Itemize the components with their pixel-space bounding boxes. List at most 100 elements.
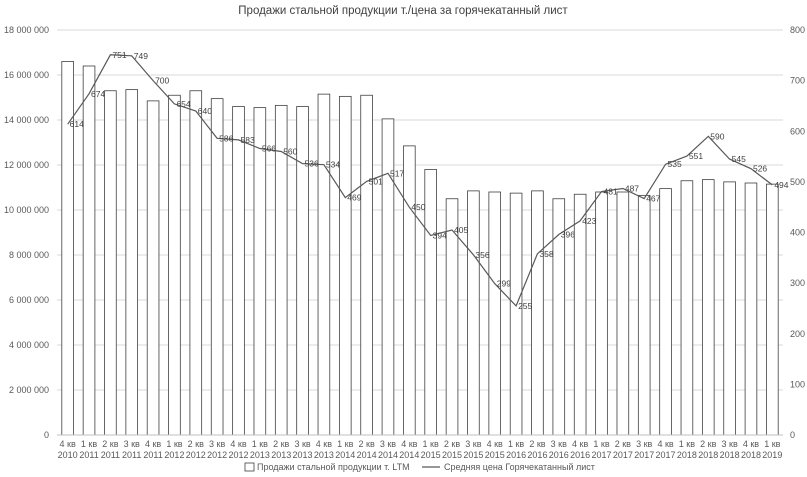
bar [168, 94, 181, 436]
bar [488, 191, 502, 436]
x-tick-quarter: 4 кв [657, 439, 673, 449]
x-tick-year: 2010 [58, 450, 78, 460]
left-tick-label: 6 000 000 [9, 295, 49, 305]
x-tick-quarter: 1 кв [337, 439, 353, 449]
x-tick-quarter: 4 кв [60, 439, 76, 449]
x-tick-year: 2016 [506, 450, 526, 460]
left-tick-label: 0 [44, 430, 49, 440]
bar [616, 191, 630, 436]
line-data-label: 560 [283, 147, 297, 157]
x-tick-year: 2014 [335, 450, 355, 460]
line-data-label: 749 [134, 51, 148, 61]
bar [104, 90, 117, 436]
x-tick-quarter: 3 кв [124, 439, 140, 449]
line-data-label: 566 [262, 143, 276, 153]
x-tick-year: 2013 [271, 450, 291, 460]
x-tick-quarter: 1 кв [252, 439, 268, 449]
x-tick-quarter: 1 кв [508, 439, 524, 449]
bar [296, 106, 309, 436]
line-data-label: 534 [326, 160, 340, 170]
line-data-label: 299 [497, 279, 511, 289]
x-tick-year: 2012 [186, 450, 206, 460]
x-tick-year: 2019 [762, 450, 782, 460]
right-tick-label: 400 [790, 228, 805, 238]
x-tick-quarter: 4 кв [230, 439, 246, 449]
legend-bar-swatch [244, 462, 255, 472]
line-data-label: 526 [753, 164, 767, 174]
x-tick-year: 2015 [421, 450, 441, 460]
x-tick-quarter: 2 кв [359, 439, 375, 449]
x-tick-quarter: 4 кв [572, 439, 588, 449]
left-tick-label: 18 000 000 [4, 25, 49, 35]
x-tick-year: 2018 [720, 450, 740, 460]
grid-lines [57, 29, 783, 436]
bar [424, 169, 437, 436]
x-tick-year: 2011 [122, 450, 141, 460]
x-tick-year: 2018 [677, 450, 697, 460]
right-tick-label: 500 [790, 177, 805, 187]
legend-bar-label: Продажи стальной продукции т. LTM [257, 462, 410, 472]
line-series [67, 54, 773, 307]
x-tick-year: 2016 [570, 450, 590, 460]
left-tick-label: 12 000 000 [4, 160, 49, 170]
bar [744, 182, 758, 436]
line-data-label: 583 [241, 135, 255, 145]
x-tick-quarter: 3 кв [209, 439, 225, 449]
line-data-label: 358 [539, 249, 553, 259]
line-data-label: 654 [176, 99, 190, 109]
x-tick-quarter: 1 кв [764, 439, 780, 449]
bar [210, 98, 224, 436]
left-y-axis: 0 2 000 000 4 000 000 6 000 000 8 000 000 10 … [4, 25, 49, 440]
chart-title: Продажи стальной продукции т./цена за го… [238, 5, 568, 17]
x-tick-quarter: 2 кв [444, 439, 460, 449]
line-data-label: 751 [112, 50, 126, 60]
line-data-label: 674 [91, 89, 105, 99]
x-tick-year: 2015 [442, 450, 462, 460]
x-tick-year: 2013 [314, 450, 334, 460]
x-tick-year: 2018 [741, 450, 761, 460]
right-tick-label: 200 [790, 329, 805, 339]
line-data-label: 481 [604, 186, 618, 196]
x-tick-quarter: 4 кв [401, 439, 417, 449]
bar [189, 90, 203, 436]
line-data-label: 450 [411, 202, 425, 212]
right-tick-label: 300 [790, 278, 805, 288]
bar [360, 94, 373, 436]
x-tick-quarter: 4 кв [487, 439, 503, 449]
right-tick-label: 0 [790, 430, 795, 440]
x-tick-quarter: 3 кв [636, 439, 652, 449]
right-tick-label: 600 [790, 126, 805, 136]
right-tick-label: 800 [790, 25, 805, 35]
x-tick-quarter: 3 кв [294, 439, 310, 449]
line-data-labels: 614 674 751 749 700 654 640 586 583 566 560 536 534 4… [70, 50, 789, 311]
x-tick-quarter: 4 кв [145, 439, 161, 449]
bar [403, 145, 416, 436]
line-data-label: 423 [582, 216, 596, 226]
line-data-label: 545 [732, 154, 746, 164]
line-data-label: 396 [561, 230, 575, 240]
x-tick-quarter: 1 кв [166, 439, 182, 449]
bar [701, 179, 715, 436]
legend-line-label: Средняя цена Горячекатанный лист [444, 462, 595, 472]
x-tick-quarter: 2 кв [188, 439, 204, 449]
bar [125, 89, 139, 436]
left-tick-label: 8 000 000 [9, 250, 49, 260]
legend: Продажи стальной продукции т. LTM Средня… [244, 462, 595, 472]
left-tick-label: 10 000 000 [4, 205, 49, 215]
x-tick-quarter: 2 кв [102, 439, 118, 449]
line-data-label: 535 [668, 159, 682, 169]
left-tick-label: 14 000 000 [4, 115, 49, 125]
x-tick-year: 2013 [293, 450, 313, 460]
bar [338, 95, 352, 436]
x-tick-year: 2012 [164, 450, 184, 460]
x-tick-year: 2014 [378, 450, 398, 460]
x-tick-year: 2018 [698, 450, 718, 460]
line-data-label: 700 [155, 76, 169, 86]
line-data-label: 586 [219, 133, 233, 143]
bar [573, 193, 587, 436]
bar [232, 106, 245, 436]
line-data-label: 467 [646, 194, 660, 204]
line-data-label: 487 [625, 183, 639, 193]
